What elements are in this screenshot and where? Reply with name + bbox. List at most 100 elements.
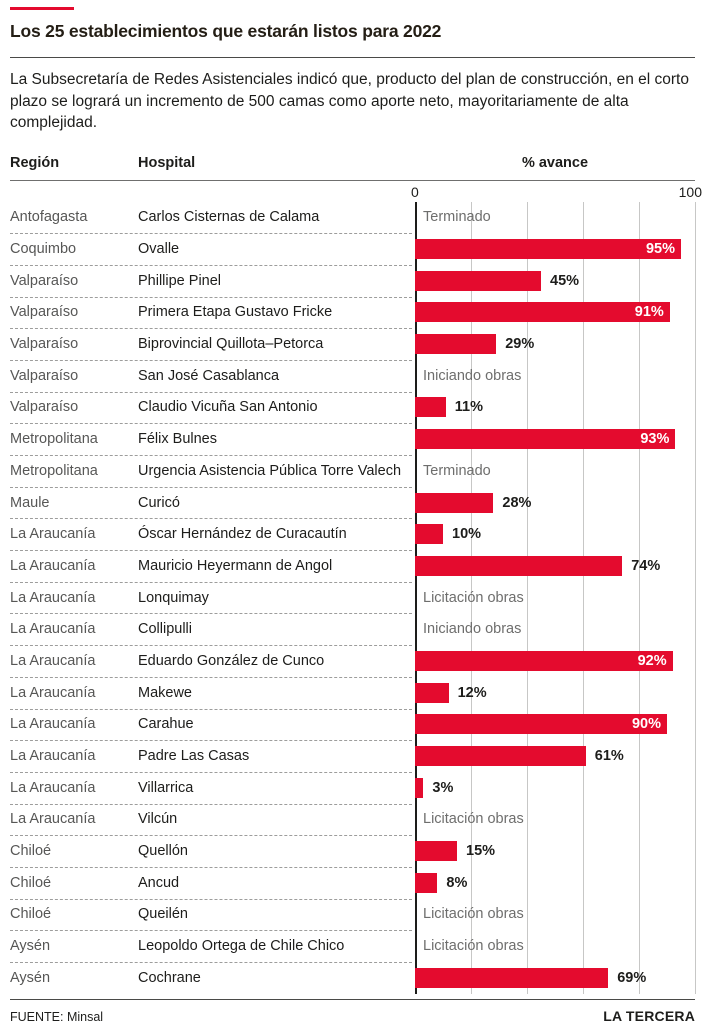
- hospital-label: Mauricio Heyermann de Angol: [138, 557, 333, 574]
- status-label: Terminado: [423, 462, 491, 479]
- region-label: La Araucanía: [10, 589, 96, 606]
- status-label: Terminado: [423, 209, 491, 226]
- hospital-label: Curicó: [138, 494, 180, 511]
- table-row: Chiloé Queilén Licitación obras: [10, 899, 695, 931]
- table-row: Aysén Leopoldo Ortega de Chile Chico Lic…: [10, 930, 695, 963]
- progress-bar: [415, 270, 541, 291]
- hospital-label: Carlos Cisternas de Calama: [138, 209, 320, 226]
- table-row: La Araucanía Makewe 12%: [10, 677, 695, 710]
- row-chart-cell: Iniciando obras: [415, 613, 695, 645]
- bar-value-label: 3%: [432, 779, 454, 796]
- region-label: La Araucanía: [10, 748, 96, 765]
- table-row: La Araucanía Eduardo González de Cunco 9…: [10, 645, 695, 678]
- bar-value-label: 10%: [452, 526, 482, 543]
- hospital-label: Vilcún: [138, 811, 178, 828]
- progress-bar: 92%: [415, 650, 673, 671]
- progress-bar: [415, 872, 438, 893]
- row-chart-cell: 69%: [415, 962, 695, 994]
- gridline: [639, 201, 640, 994]
- bar-value-label: 92%: [637, 652, 667, 669]
- hospital-label: Makewe: [138, 684, 192, 701]
- region-label: La Araucanía: [10, 811, 96, 828]
- table-row: Valparaíso Primera Etapa Gustavo Fricke …: [10, 297, 695, 329]
- table-row: Chiloé Quellón 15%: [10, 835, 695, 868]
- region-label: La Araucanía: [10, 716, 96, 733]
- progress-bar: [415, 334, 497, 355]
- row-chart-cell: 15%: [415, 835, 695, 867]
- row-chart-cell: Licitación obras: [415, 899, 695, 931]
- table-row: Maule Curicó 28%: [10, 487, 695, 520]
- region-label: La Araucanía: [10, 557, 96, 574]
- bar-value-label: 12%: [457, 684, 487, 701]
- region-label: Chiloé: [10, 874, 52, 891]
- region-label: Valparaíso: [10, 336, 79, 353]
- status-label: Licitación obras: [423, 906, 524, 923]
- bar-value-label: 11%: [454, 399, 484, 416]
- bar-value-label: 45%: [550, 272, 580, 289]
- region-label: La Araucanía: [10, 526, 96, 543]
- gridline: [583, 201, 584, 994]
- region-label: Coquimbo: [10, 241, 77, 258]
- hospital-label: Villarrica: [138, 779, 194, 796]
- hospital-label: Queilén: [138, 906, 188, 923]
- table-row: La Araucanía Lonquimay Licitación obras: [10, 582, 695, 615]
- footer-divider: [10, 998, 695, 1000]
- row-chart-cell: 3%: [415, 772, 695, 804]
- progress-bar: [415, 746, 586, 767]
- hospital-label: Claudio Vicuña San Antonio: [138, 399, 318, 416]
- bar-value-label: 61%: [594, 748, 624, 765]
- status-label: Licitación obras: [423, 938, 524, 955]
- axis-max-label: 100: [678, 183, 702, 200]
- region-label: Aysén: [10, 938, 51, 955]
- row-chart-cell: 12%: [415, 677, 695, 709]
- column-header-hospital: Hospital: [138, 154, 196, 171]
- region-label: Maule: [10, 494, 50, 511]
- region-label: Antofagasta: [10, 209, 88, 226]
- row-chart-cell: 28%: [415, 487, 695, 519]
- hospital-label: Leopoldo Ortega de Chile Chico: [138, 938, 345, 955]
- hospital-label: Quellón: [138, 843, 188, 860]
- bar-value-label: 28%: [502, 494, 532, 511]
- region-label: Metropolitana: [10, 431, 98, 448]
- bar-value-label: 95%: [645, 241, 675, 258]
- row-chart-cell: 11%: [415, 392, 695, 424]
- table-row: Metropolitana Félix Bulnes 93%: [10, 423, 695, 456]
- table-row: La Araucanía Mauricio Heyermann de Angol…: [10, 550, 695, 583]
- table-row: Coquimbo Ovalle 95%: [10, 233, 695, 266]
- row-chart-cell: 29%: [415, 328, 695, 360]
- bar-value-label: 69%: [617, 969, 647, 986]
- hospital-label: Primera Etapa Gustavo Fricke: [138, 304, 333, 321]
- table-row: La Araucanía Villarrica 3%: [10, 772, 695, 805]
- progress-bar: [415, 777, 424, 798]
- column-header-row: Región Hospital % avance: [10, 155, 695, 181]
- bar-value-label: 74%: [631, 557, 661, 574]
- page-title: Los 25 establecimientos que estarán list…: [10, 21, 442, 41]
- table-row: Antofagasta Carlos Cisternas de Calama T…: [10, 202, 695, 234]
- table-row: Valparaíso Claudio Vicuña San Antonio 11…: [10, 392, 695, 424]
- hospital-label: Eduardo González de Cunco: [138, 652, 325, 669]
- page-subtitle: La Subsecretaría de Redes Asistenciales …: [10, 71, 689, 131]
- column-header-avance: % avance: [521, 154, 589, 171]
- progress-bar: 90%: [415, 714, 667, 735]
- axis-scale: 0 100: [10, 183, 702, 202]
- hospital-label: Lonquimay: [138, 589, 209, 606]
- progress-bar: [415, 682, 449, 703]
- hospital-label: Félix Bulnes: [138, 431, 217, 448]
- table-row: Metropolitana Urgencia Asistencia Públic…: [10, 455, 695, 488]
- progress-bar: 95%: [415, 239, 681, 260]
- region-label: La Araucanía: [10, 652, 96, 669]
- bar-value-label: 93%: [640, 431, 670, 448]
- row-chart-cell: Terminado: [415, 202, 695, 234]
- table-row: Valparaíso San José Casablanca Iniciando…: [10, 360, 695, 393]
- region-label: La Araucanía: [10, 779, 96, 796]
- row-chart-cell: 91%: [415, 297, 695, 329]
- hospital-label: Ancud: [138, 874, 180, 891]
- axis-min-label: 0: [411, 183, 419, 200]
- row-chart-cell: Terminado: [415, 455, 695, 487]
- row-chart-cell: 8%: [415, 867, 695, 899]
- hospital-label: Urgencia Asistencia Pública Torre Valech: [138, 462, 402, 479]
- accent-tick: [10, 7, 74, 10]
- hospital-label: Padre Las Casas: [138, 748, 250, 765]
- row-chart-cell: 90%: [415, 709, 695, 741]
- bar-value-label: 15%: [466, 843, 496, 860]
